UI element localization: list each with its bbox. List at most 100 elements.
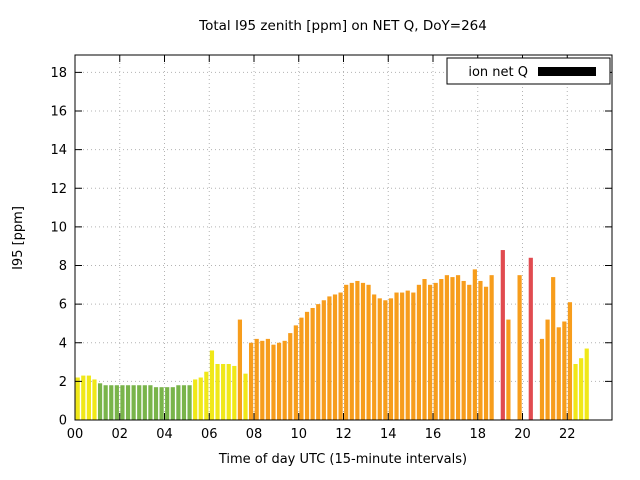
y-tick-label: 18	[50, 66, 67, 81]
i95-bar	[215, 363, 220, 420]
i95-bar	[405, 290, 410, 420]
i95-bar	[232, 365, 237, 420]
i95-bar	[483, 286, 489, 420]
i95-bar	[383, 300, 388, 420]
i95-bar	[114, 385, 119, 420]
i95-bar	[271, 344, 276, 420]
i95-bar	[455, 275, 461, 420]
i95-bar	[573, 363, 578, 420]
i95-bar	[249, 342, 254, 420]
i95-bar	[165, 387, 170, 420]
y-tick-label: 14	[50, 143, 67, 158]
i95-bar	[198, 377, 203, 420]
i95-bar	[416, 284, 422, 420]
chart-title: Total I95 zenith [ppm] on NET Q, DoY=264	[198, 18, 487, 34]
i95-bar	[562, 321, 567, 420]
i95-bar	[120, 385, 125, 420]
i95-bar	[187, 385, 192, 420]
i95-bar	[366, 284, 371, 420]
i95-bar	[327, 296, 332, 420]
i95-bar	[276, 342, 282, 420]
y-tick-label: 16	[50, 105, 67, 120]
i95-bar	[237, 319, 243, 420]
i95-bar	[75, 377, 80, 420]
i95-bar	[444, 275, 449, 420]
legend: ion net Q	[446, 57, 611, 85]
i95-bar	[478, 280, 483, 420]
y-tick-label: 0	[59, 414, 67, 429]
i95-bar	[556, 327, 561, 420]
i95-bar	[265, 338, 270, 420]
plot-border	[74, 54, 613, 421]
i95-bar	[137, 385, 142, 420]
i95-bar	[97, 383, 103, 420]
x-tick-label: 00	[67, 427, 84, 442]
i95-bar	[332, 294, 338, 420]
i95-bar	[428, 284, 433, 420]
i95-bar	[293, 325, 298, 420]
i95-bar	[193, 379, 198, 420]
i95-bar	[304, 311, 310, 420]
grid-lines	[74, 55, 612, 421]
i95-bar	[539, 338, 545, 420]
i95-bar	[282, 340, 287, 420]
x-tick-label: 12	[335, 427, 352, 442]
i95-bar	[461, 280, 466, 420]
legend-label: ion net Q	[468, 65, 528, 80]
i95-bar	[489, 275, 494, 420]
i95-bar	[422, 279, 427, 420]
i95-bar	[517, 275, 522, 420]
i95-bar	[81, 375, 86, 420]
i95-bar	[500, 250, 505, 420]
x-tick-label: 16	[425, 427, 442, 442]
i95-bar	[360, 282, 366, 420]
x-tick-label: 08	[246, 427, 263, 442]
i95-bar	[159, 387, 164, 420]
i95-bar	[411, 292, 416, 420]
i95-bar	[181, 385, 187, 420]
x-tick-label: 02	[111, 427, 128, 442]
i95-bar	[243, 373, 248, 420]
i95-bar	[506, 319, 511, 420]
i95-bar	[355, 280, 360, 420]
i95-bar	[209, 350, 215, 420]
i95-bar	[321, 300, 326, 420]
i95-bar	[567, 302, 573, 420]
i95-bar	[349, 282, 354, 420]
i95-bar	[551, 277, 556, 420]
data-bars	[75, 250, 589, 420]
i95-bar	[400, 292, 405, 420]
legend-swatch	[538, 67, 596, 76]
i95-bar	[528, 257, 533, 420]
i95-bar	[86, 375, 91, 420]
i95-bar	[260, 340, 265, 420]
x-tick-label: 06	[201, 427, 218, 442]
y-tick-label: 12	[50, 182, 67, 197]
y-tick-label: 10	[50, 220, 67, 235]
i95-bar	[579, 358, 584, 420]
i95-bar	[467, 284, 472, 420]
i95-bar	[310, 307, 315, 420]
x-tick-label: 14	[380, 427, 397, 442]
i95-bar	[377, 298, 382, 420]
i95-bar	[584, 348, 589, 420]
i95-bar	[545, 319, 550, 420]
i95-bar	[439, 279, 444, 420]
x-tick-label: 10	[290, 427, 307, 442]
i95-bar	[131, 385, 136, 420]
i95-bar	[221, 363, 226, 420]
i95-bar	[433, 282, 438, 420]
x-tick-label: 22	[559, 427, 576, 442]
y-tick-label: 4	[59, 336, 67, 351]
i95-bar	[226, 363, 231, 420]
i95-bar	[299, 317, 304, 420]
i95-bar	[153, 387, 159, 420]
i95-bar	[142, 385, 147, 420]
x-tick-label: 04	[156, 427, 173, 442]
y-tick-label: 8	[59, 259, 67, 274]
i95-bar	[372, 294, 377, 420]
i95-bar	[254, 338, 259, 420]
i95-bar	[450, 277, 455, 420]
